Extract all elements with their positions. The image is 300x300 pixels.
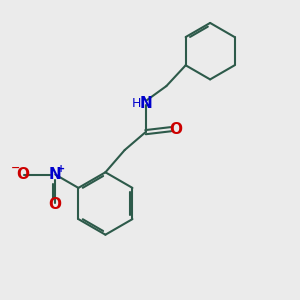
Text: N: N: [49, 167, 61, 182]
Text: −: −: [11, 163, 20, 173]
Text: O: O: [49, 197, 62, 212]
Text: +: +: [57, 164, 65, 174]
Text: O: O: [170, 122, 183, 137]
Text: H: H: [131, 98, 141, 110]
Text: O: O: [16, 167, 29, 182]
Text: N: N: [139, 96, 152, 111]
